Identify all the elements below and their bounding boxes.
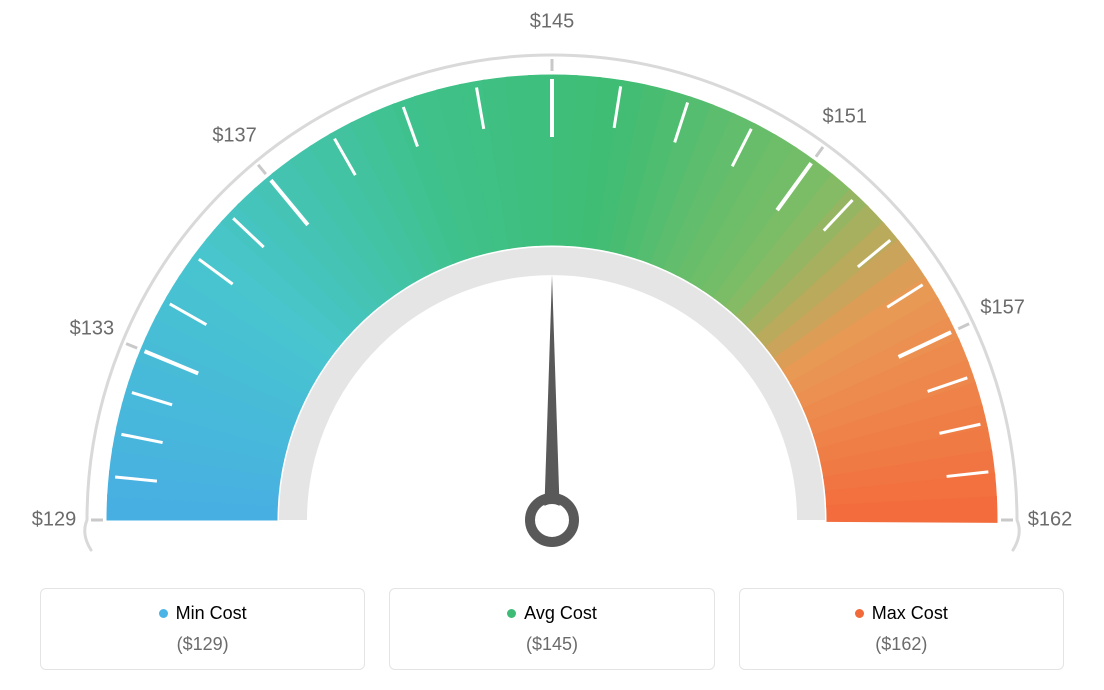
legend-max: Max Cost ($162) <box>739 588 1064 670</box>
gauge-tick-label: $157 <box>980 296 1025 319</box>
dot-icon <box>159 609 168 618</box>
legend-min-label-wrap: Min Cost <box>159 603 247 624</box>
legend-min: Min Cost ($129) <box>40 588 365 670</box>
legend-min-label: Min Cost <box>176 603 247 624</box>
dot-icon <box>855 609 864 618</box>
gauge-tick-label: $129 <box>32 509 77 532</box>
legend-row: Min Cost ($129) Avg Cost ($145) Max Cost… <box>40 588 1064 670</box>
dot-icon <box>507 609 516 618</box>
legend-max-label-wrap: Max Cost <box>855 603 948 624</box>
gauge-tick-label: $162 <box>1028 509 1073 532</box>
gauge-area: $129 $133 $137 $145 $151 $157 $162 <box>0 0 1104 560</box>
legend-max-value: ($162) <box>750 634 1053 655</box>
gauge-tick-label: $133 <box>70 318 115 341</box>
legend-min-value: ($129) <box>51 634 354 655</box>
legend-avg-value: ($145) <box>400 634 703 655</box>
legend-avg-label: Avg Cost <box>524 603 597 624</box>
gauge-tick-label: $145 <box>530 11 575 34</box>
gauge-tick-label: $151 <box>822 106 867 129</box>
cost-gauge-widget: $129 $133 $137 $145 $151 $157 $162 Min Cost ($… <box>0 0 1104 690</box>
gauge-svg <box>0 0 1104 560</box>
legend-avg-label-wrap: Avg Cost <box>507 603 597 624</box>
gauge-tick-label: $137 <box>212 125 257 148</box>
legend-max-label: Max Cost <box>872 603 948 624</box>
legend-avg: Avg Cost ($145) <box>389 588 714 670</box>
